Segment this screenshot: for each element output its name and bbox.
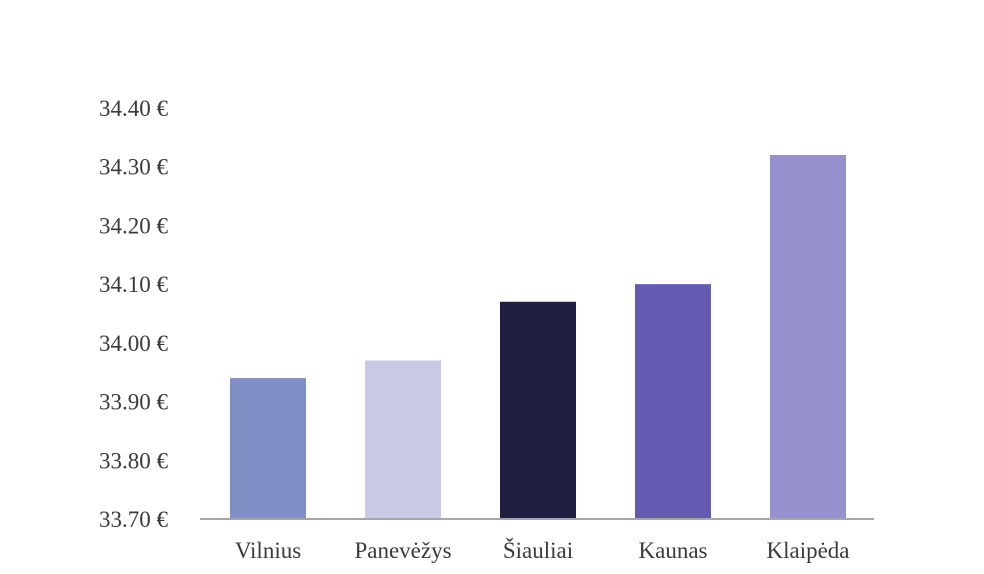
x-axis-category-labels: Vilnius Panevėžys Šiauliai Kaunas Klaipėda [235,537,850,563]
bar-šiauliai [500,301,576,519]
y-tick-label: 34.40 € [99,96,169,121]
y-tick-label: 33.90 € [99,390,169,415]
bar-klaipėda [770,154,846,519]
x-category-label: Klaipėda [766,538,849,563]
y-axis-tick-labels: 34.40 € 34.30 € 34.20 € 34.10 € 34.00 € 33.90… [99,96,169,532]
x-category-label: Vilnius [235,538,301,563]
bar-panevėžys [365,360,441,519]
y-tick-label: 34.30 € [99,155,169,180]
bars [230,154,846,519]
x-category-label: Šiauliai [503,537,573,563]
x-category-label: Kaunas [639,538,708,563]
y-tick-label: 33.70 € [99,507,169,532]
y-tick-label: 34.10 € [99,272,169,297]
x-category-label: Panevėžys [354,538,451,563]
y-tick-label: 33.80 € [99,448,169,473]
y-tick-label: 34.20 € [99,213,169,238]
y-tick-label: 34.00 € [99,331,169,356]
bar-kaunas [635,284,711,519]
bar-vilnius [230,378,306,519]
